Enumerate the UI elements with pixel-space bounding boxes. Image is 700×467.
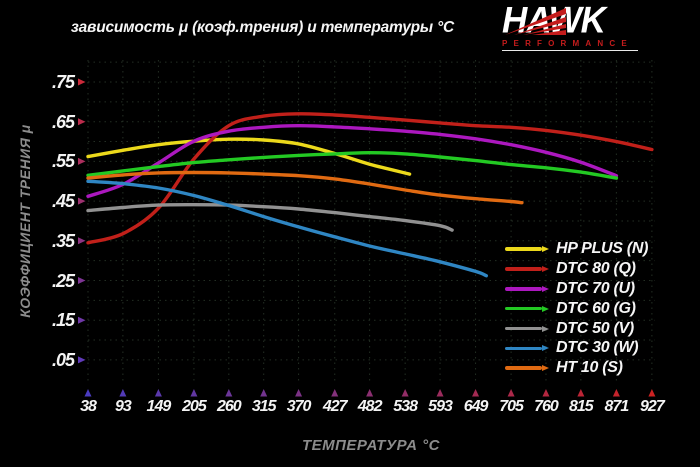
legend-item-dtc-70-u: DTC 70 (U): [505, 279, 648, 299]
legend-item-dtc-30-w: DTC 30 (W): [505, 338, 648, 358]
x-tick-370: 370: [286, 398, 312, 415]
x-tick-649: 649: [463, 398, 489, 415]
x-tick-482: 482: [357, 398, 383, 415]
legend-swatch: [505, 306, 542, 311]
legend-label: DTC 70 (U): [556, 279, 635, 297]
legend-swatch: [505, 366, 542, 371]
legend-label: DTC 80 (Q): [556, 259, 636, 277]
x-tick-205: 205: [182, 398, 207, 415]
y-tick-.55: .55: [51, 151, 75, 172]
x-tick-149: 149: [146, 398, 172, 415]
y-tick-.15: .15: [51, 310, 75, 331]
legend-swatch: [505, 346, 542, 351]
y-tick-.25: .25: [51, 270, 75, 291]
x-tick-260: 260: [216, 398, 242, 415]
legend-swatch-tip: [542, 365, 549, 372]
legend-item-ht-10-s: HT 10 (S): [505, 358, 648, 378]
series-curve-dtc-60-g: [86, 150, 619, 180]
legend-swatch-tip: [542, 265, 549, 272]
x-tick-427: 427: [322, 398, 348, 415]
legend-swatch-tip: [542, 345, 549, 352]
y-tick-.75: .75: [51, 72, 75, 92]
legend-item-hp-plus-n: HP PLUS (N): [505, 239, 648, 259]
y-tick-.35: .35: [51, 230, 75, 251]
y-tick-.45: .45: [51, 191, 75, 212]
x-tick-315: 315: [251, 398, 277, 415]
legend-swatch: [505, 267, 542, 271]
hawk-wing-icon: [505, 8, 566, 35]
series-curve-dtc-30-w: [86, 179, 488, 278]
series-curve-dtc-50-v: [86, 202, 454, 232]
x-tick-538: 538: [393, 398, 418, 415]
chart-legend: HP PLUS (N) DTC 80 (Q) DTC 70 (U) DTC 60 (G…: [505, 239, 648, 378]
y-tick-.65: .65: [51, 111, 75, 132]
x-tick-93: 93: [114, 398, 132, 415]
legend-swatch-tip: [542, 245, 549, 252]
legend-label: HT 10 (S): [556, 359, 623, 377]
legend-swatch: [505, 247, 542, 251]
axes: [86, 60, 655, 385]
y-tick-.05: .05: [51, 349, 75, 370]
x-tick-705: 705: [499, 398, 524, 415]
legend-swatch: [505, 326, 542, 331]
x-tick-593: 593: [428, 398, 453, 415]
legend-label: DTC 50 (V): [556, 319, 634, 337]
x-tick-760: 760: [534, 398, 559, 415]
legend-label: DTC 30 (W): [556, 339, 639, 357]
legend-label: DTC 60 (G): [556, 299, 636, 317]
legend-item-dtc-80-q: DTC 80 (Q): [505, 259, 648, 279]
hawk-logo-subtitle: PERFORMANCE: [502, 39, 638, 51]
chart-title: зависимость μ (коэф.трения) и температур…: [70, 19, 455, 36]
series-curve-dtc-80-q: [86, 112, 654, 245]
y-axis-title: КОЭФФИЦИЕНТ ТРЕНИЯ μ: [17, 124, 33, 318]
legend-item-dtc-60-g: DTC 60 (G): [505, 299, 648, 319]
hawk-logo: HAWK PERFORMANCE: [502, 2, 684, 51]
legend-swatch-tip: [542, 305, 549, 312]
series-curve-dtc-70-u: [86, 123, 619, 198]
series-curve-hp-plus-n: [86, 137, 412, 176]
legend-swatch: [505, 286, 542, 291]
legend-item-dtc-50-v: DTC 50 (V): [505, 319, 648, 339]
x-tick-815: 815: [568, 398, 594, 415]
tick-arrows: [78, 78, 656, 397]
x-tick-927: 927: [640, 398, 665, 415]
legend-label: HP PLUS (N): [556, 239, 649, 257]
legend-swatch-tip: [542, 325, 549, 332]
series-curve-ht-10-s: [86, 170, 524, 205]
x-tick-38: 38: [80, 398, 97, 415]
legend-swatch-tip: [542, 285, 549, 292]
x-tick-871: 871: [604, 398, 630, 415]
x-axis-title: ТЕМПЕРАТУРА °C: [301, 437, 441, 454]
